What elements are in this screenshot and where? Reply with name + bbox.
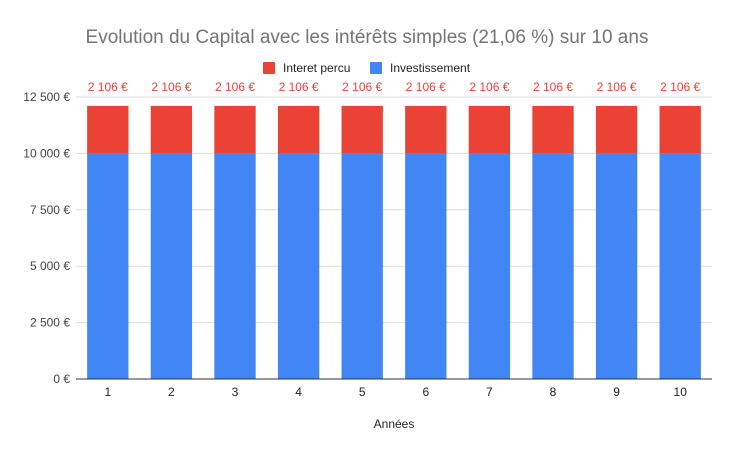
x-tick-label: 6	[422, 385, 429, 399]
bar-interet-percu	[405, 105, 447, 154]
bar-investissement	[277, 153, 320, 379]
bar-investissement	[532, 153, 574, 379]
data-labels: 2 106 € 2 106 € 2 106 € 2 106 € 2 106 € 2 106…	[88, 80, 701, 94]
bar-interet-percu	[595, 105, 638, 154]
y-tick-label: 0 €	[53, 372, 70, 386]
x-tick-label: 9	[613, 385, 620, 399]
x-tick-label: 8	[550, 385, 557, 399]
x-tick-label: 3	[232, 385, 239, 399]
bar-interet-percu	[214, 105, 256, 154]
data-label: 2 106 €	[406, 80, 446, 94]
bar-interet-percu	[341, 105, 383, 154]
data-label: 2 106 €	[279, 80, 319, 94]
x-tick-label: 5	[359, 385, 366, 399]
chart-title: Evolution du Capital avec les intérêts s…	[86, 27, 649, 48]
bar-investissement	[341, 153, 383, 379]
bar-investissement	[659, 153, 701, 379]
x-tick-label: 4	[295, 385, 302, 399]
bar-investissement	[468, 153, 511, 379]
bar-interet-percu	[659, 105, 701, 154]
y-tick-label: 5 000 €	[30, 259, 70, 273]
bars	[87, 105, 701, 379]
x-tick-label: 7	[486, 385, 493, 399]
data-label: 2 106 €	[660, 80, 700, 94]
bar-interet-percu	[468, 105, 511, 154]
x-tick-label: 10	[674, 385, 688, 399]
x-tick-label: 2	[168, 385, 175, 399]
y-tick-label: 12 500 €	[23, 90, 70, 104]
x-axis: 1 2 3 4 5 6 7 8 9 10	[104, 385, 687, 399]
y-tick-label: 10 000 €	[23, 146, 70, 160]
bar-interet-percu	[87, 105, 129, 154]
bar-investissement	[595, 153, 638, 379]
bar-investissement	[214, 153, 256, 379]
bar-investissement	[150, 153, 193, 379]
legend-swatch	[263, 62, 275, 74]
data-label: 2 106 €	[215, 80, 255, 94]
y-axis: 0 € 2 500 € 5 000 € 7 500 € 10 000 € 12 500 €	[23, 90, 712, 386]
data-label: 2 106 €	[342, 80, 382, 94]
bar-interet-percu	[532, 105, 574, 154]
bar-investissement	[405, 153, 447, 379]
y-tick-label: 2 500 €	[30, 316, 70, 330]
y-tick-label: 7 500 €	[30, 203, 70, 217]
bar-interet-percu	[277, 105, 320, 154]
data-label: 2 106 €	[151, 80, 191, 94]
bar-investissement	[87, 153, 129, 379]
legend-label: Interet percu	[283, 61, 350, 75]
data-label: 2 106 €	[88, 80, 128, 94]
x-axis-title: Années	[374, 417, 415, 431]
bar-interet-percu	[150, 105, 193, 154]
data-label: 2 106 €	[469, 80, 509, 94]
x-tick-label: 1	[104, 385, 111, 399]
legend-label: Investissement	[390, 61, 471, 75]
data-label: 2 106 €	[533, 80, 573, 94]
data-label: 2 106 €	[597, 80, 637, 94]
legend: Interet percu Investissement	[263, 61, 471, 75]
legend-swatch	[370, 62, 382, 74]
